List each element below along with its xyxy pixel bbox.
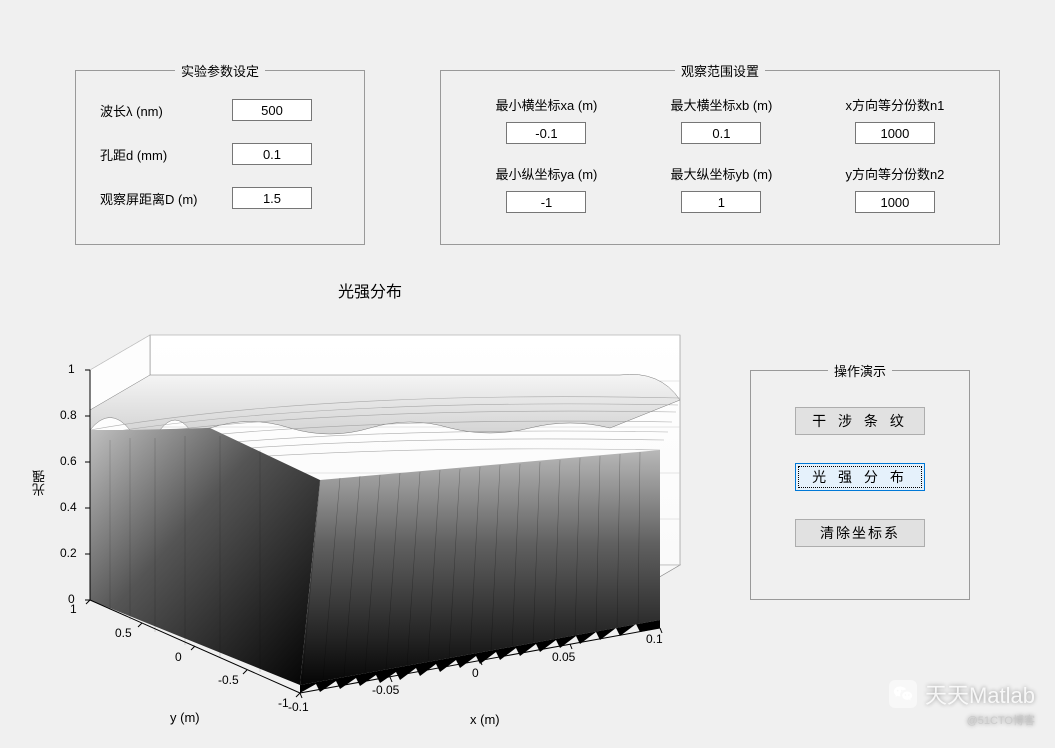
distance-input[interactable] xyxy=(232,187,312,209)
actions-panel: 操作演示 干 涉 条 纹 光 强 分 布 清除坐标系 xyxy=(750,370,970,600)
xb-label: 最大横坐标xb (m) xyxy=(671,95,773,114)
watermark: 天天Matlab @51CTO博客 xyxy=(889,678,1035,728)
z-tick-3: 0.6 xyxy=(60,454,77,468)
slit-input[interactable] xyxy=(232,143,312,165)
slit-row: 孔距d (mm) xyxy=(100,143,340,165)
distance-label: 观察屏距离D (m) xyxy=(100,189,220,208)
observation-range-panel: 观察范围设置 最小横坐标xa (m) 最小纵坐标ya (m) 最大横坐标xb (… xyxy=(440,70,1000,245)
plot-svg xyxy=(20,280,720,740)
z-tick-4: 0.8 xyxy=(60,408,77,422)
ya-input[interactable] xyxy=(506,191,586,213)
z-axis-label: 光强 xyxy=(30,470,49,496)
z-tick-5: 1 xyxy=(68,362,75,376)
xb-input[interactable] xyxy=(681,122,761,144)
x-tick-3: 0.05 xyxy=(552,650,575,664)
x-axis-label: x (m) xyxy=(470,712,500,727)
wavelength-input[interactable] xyxy=(232,99,312,121)
n2-input[interactable] xyxy=(855,191,935,213)
x-tick-4: 0.1 xyxy=(646,632,663,646)
x-tick-0: -0.1 xyxy=(288,700,309,714)
yb-label: 最大纵坐标yb (m) xyxy=(671,164,773,183)
z-tick-1: 0.2 xyxy=(60,546,77,560)
xa-input[interactable] xyxy=(506,122,586,144)
y-tick-1: 0.5 xyxy=(115,626,132,640)
slit-label: 孔距d (mm) xyxy=(100,145,220,164)
experiment-params-panel: 实验参数设定 波长λ (nm) 孔距d (mm) 观察屏距离D (m) xyxy=(75,70,365,245)
y-axis-label: y (m) xyxy=(170,710,200,725)
z-tick-2: 0.4 xyxy=(60,500,77,514)
actions-panel-title: 操作演示 xyxy=(828,361,892,380)
watermark-text: 天天Matlab xyxy=(925,678,1035,710)
yb-input[interactable] xyxy=(681,191,761,213)
x-tick-1: -0.05 xyxy=(372,683,399,697)
x-tick-2: 0 xyxy=(472,666,479,680)
n2-label: y方向等分份数n2 xyxy=(845,164,944,183)
intensity-plot-3d: 光强分布 xyxy=(20,280,720,740)
intensity-button[interactable]: 光 强 分 布 xyxy=(795,463,925,491)
distance-row: 观察屏距离D (m) xyxy=(100,187,340,209)
experiment-panel-title: 实验参数设定 xyxy=(175,61,265,80)
observation-panel-title: 观察范围设置 xyxy=(675,61,765,80)
y-tick-3: -0.5 xyxy=(218,673,239,687)
n1-label: x方向等分份数n1 xyxy=(845,95,944,114)
n1-input[interactable] xyxy=(855,122,935,144)
y-tick-2: 0 xyxy=(175,650,182,664)
wechat-icon xyxy=(889,680,917,708)
ya-label: 最小纵坐标ya (m) xyxy=(496,164,598,183)
y-tick-0: 1 xyxy=(70,602,77,616)
wavelength-row: 波长λ (nm) xyxy=(100,99,340,121)
interference-button[interactable]: 干 涉 条 纹 xyxy=(795,407,925,435)
watermark-sub: @51CTO博客 xyxy=(967,712,1035,728)
xa-label: 最小横坐标xa (m) xyxy=(496,95,598,114)
plot-title: 光强分布 xyxy=(338,278,402,302)
clear-axes-button[interactable]: 清除坐标系 xyxy=(795,519,925,547)
wavelength-label: 波长λ (nm) xyxy=(100,101,220,120)
